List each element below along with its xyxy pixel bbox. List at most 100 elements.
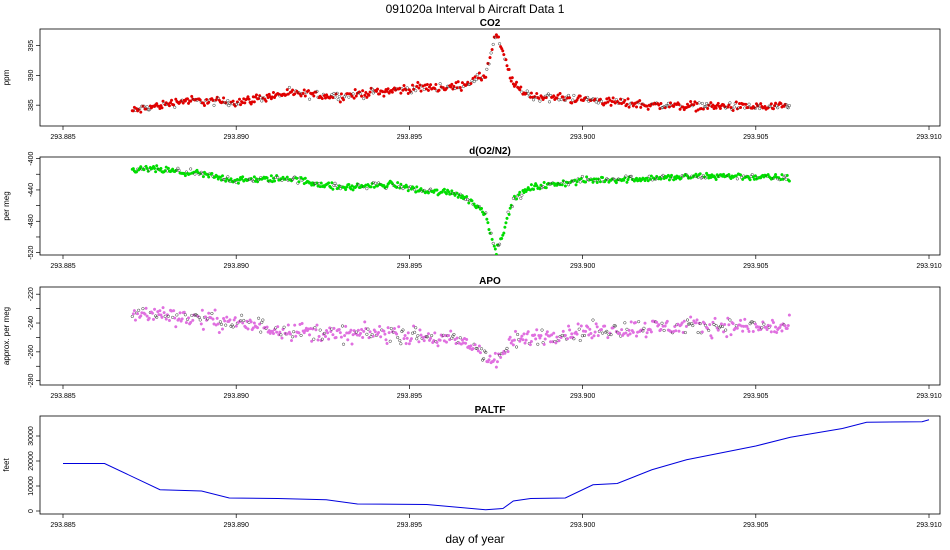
data-point (485, 217, 489, 221)
data-point (438, 82, 442, 86)
data-point (231, 99, 235, 103)
data-point (484, 350, 488, 354)
data-point (234, 324, 238, 328)
data-point (363, 320, 367, 324)
data-point (339, 92, 343, 96)
data-point (532, 98, 536, 102)
data-point (450, 82, 454, 86)
data-point (479, 206, 484, 211)
data-point (711, 103, 715, 107)
data-point (496, 35, 501, 39)
data-point (362, 329, 366, 333)
data-point (688, 104, 692, 108)
data-point (522, 332, 526, 336)
data-point (611, 96, 615, 100)
data-point (222, 96, 226, 100)
data-point (351, 92, 355, 96)
data-point (688, 322, 692, 326)
data-point (751, 329, 755, 334)
data-point (493, 351, 497, 355)
data-point (649, 330, 653, 334)
data-point (779, 101, 783, 106)
data-point (505, 346, 509, 350)
data-point (508, 335, 512, 339)
data-point (649, 174, 653, 178)
data-point (560, 183, 564, 187)
data-point (210, 311, 214, 316)
data-point (633, 321, 638, 325)
data-point (206, 317, 210, 321)
data-point (316, 338, 320, 342)
data-series (130, 33, 791, 114)
data-point (365, 187, 369, 191)
data-point (200, 308, 204, 312)
altitude-line (63, 419, 930, 511)
data-point (734, 100, 738, 104)
data-point (252, 321, 256, 325)
data-point (346, 338, 350, 342)
data-point (386, 87, 390, 91)
data-point (246, 95, 250, 99)
data-point (725, 335, 729, 339)
panel-title: PALTF (475, 405, 506, 416)
data-point (683, 331, 687, 335)
data-point (620, 328, 624, 332)
data-point (275, 330, 279, 334)
data-point (186, 316, 191, 320)
data-point (455, 86, 459, 90)
data-point (477, 205, 481, 209)
data-point (617, 331, 622, 335)
data-point (371, 181, 375, 185)
data-point (519, 196, 523, 200)
data-point (200, 172, 204, 176)
data-point (768, 324, 772, 328)
data-point (178, 311, 182, 315)
y-tick-label: 385 (28, 99, 35, 111)
data-point (435, 340, 439, 344)
x-tick-label: 293.905 (743, 393, 768, 400)
data-point (524, 91, 528, 96)
data-point (700, 330, 704, 334)
data-point (387, 331, 391, 335)
data-point (239, 103, 243, 107)
y-tick-label: -440 (28, 183, 35, 197)
data-point (723, 322, 727, 327)
data-point (243, 101, 247, 105)
data-point (552, 94, 556, 98)
data-point (713, 316, 717, 320)
data-point (570, 332, 574, 336)
data-point (596, 101, 600, 105)
data-point (731, 322, 735, 326)
data-point (599, 328, 604, 332)
data-point (571, 98, 575, 102)
data-point (144, 306, 148, 310)
chart-panel-2: d(O2/N2) per meg 293.885 293.890 293.895 293.… (2, 146, 942, 270)
data-point (689, 315, 693, 319)
data-point (542, 180, 546, 185)
data-point (535, 184, 539, 188)
data-point (354, 330, 358, 334)
data-point (251, 326, 255, 330)
data-point (360, 327, 364, 332)
data-point (320, 96, 324, 101)
data-point (405, 86, 409, 90)
data-point (498, 242, 502, 246)
data-point (543, 337, 547, 341)
data-point (143, 312, 147, 316)
data-point (787, 179, 791, 183)
data-point (498, 42, 502, 46)
data-point (261, 318, 265, 322)
data-point (710, 336, 714, 340)
data-point (272, 179, 277, 183)
data-point (286, 92, 290, 96)
data-point (507, 67, 511, 72)
data-point (666, 173, 670, 177)
data-point (365, 332, 369, 336)
data-point (638, 99, 642, 103)
data-point (753, 322, 757, 326)
data-point (252, 175, 256, 179)
data-point (698, 322, 702, 326)
data-point (344, 188, 348, 192)
data-point (529, 91, 533, 95)
data-point (645, 331, 649, 335)
